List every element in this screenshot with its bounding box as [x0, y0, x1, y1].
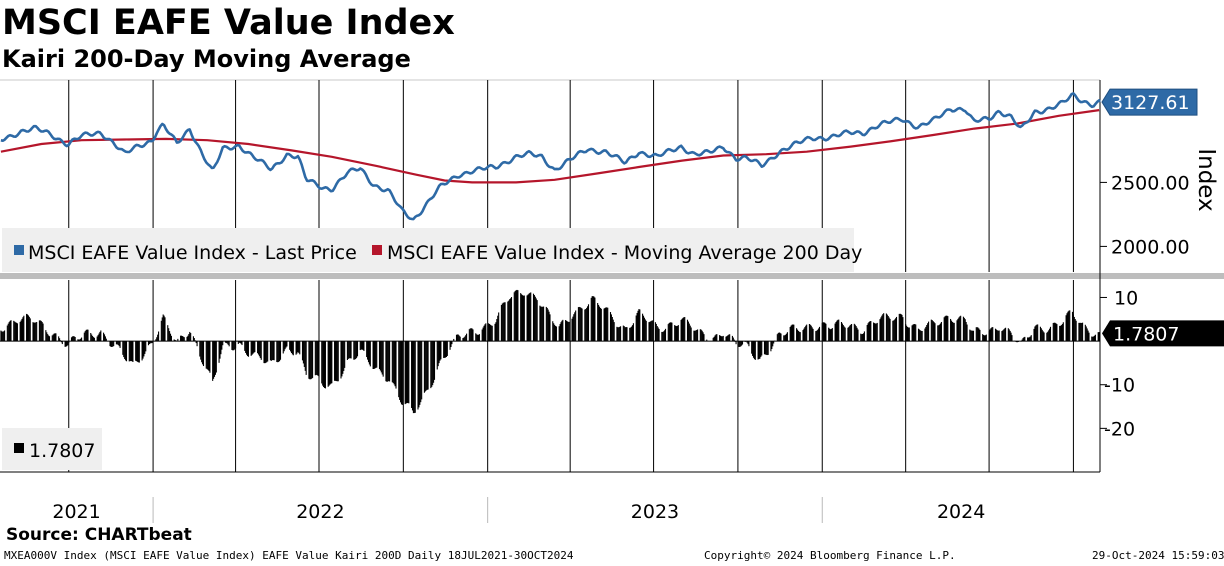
kairi-legend-swatch: [14, 443, 24, 453]
legend-box: [2, 228, 854, 272]
chart-title: MSCI EAFE Value Index: [2, 3, 455, 43]
x-tick-label-2024: 2024: [937, 501, 985, 523]
price-line: [0, 92, 1101, 221]
lower-y-tick-label: 10: [1114, 287, 1138, 309]
legend-label-moving-average: MSCI EAFE Value Index - Moving Average 2…: [387, 242, 862, 264]
source-label: Source: CHARTbeat: [6, 525, 192, 545]
ticker-info: MXEA000V Index (MSCI EAFE Value Index) E…: [4, 549, 574, 562]
price-last-value-label: 3127.61: [1111, 92, 1190, 114]
upper-y-tick-label: 2000.00: [1111, 236, 1190, 258]
copyright-notice: Copyright© 2024 Bloomberg Finance L.P.: [704, 549, 956, 562]
legend-label-price: MSCI EAFE Value Index - Last Price: [28, 242, 357, 264]
panel-divider: [0, 273, 1224, 279]
lower-y-tick-label: -10: [1104, 375, 1135, 397]
moving-average-line: [0, 109, 1100, 184]
upper-y-axis-label: Index: [1193, 148, 1219, 211]
kairi-last-value-tag: [1102, 320, 1224, 347]
x-tick-label-2022: 2022: [296, 501, 344, 523]
chart-subtitle: Kairi 200-Day Moving Average: [2, 45, 411, 73]
timestamp: 29-Oct-2024 15:59:03: [1092, 549, 1224, 562]
price-last-value-tag: [1101, 88, 1198, 116]
upper-y-tick-label: 2500.00: [1111, 172, 1190, 194]
kairi-legend-label: 1.7807: [29, 440, 95, 462]
legend-swatch-moving-average: [372, 245, 382, 255]
kairi-last-value-label: 1.7807: [1113, 323, 1179, 345]
x-tick-label-2021: 2021: [52, 501, 100, 523]
lower-y-tick-label: -20: [1104, 418, 1135, 440]
legend-swatch-price: [14, 245, 24, 255]
x-tick-label-2023: 2023: [631, 501, 679, 523]
